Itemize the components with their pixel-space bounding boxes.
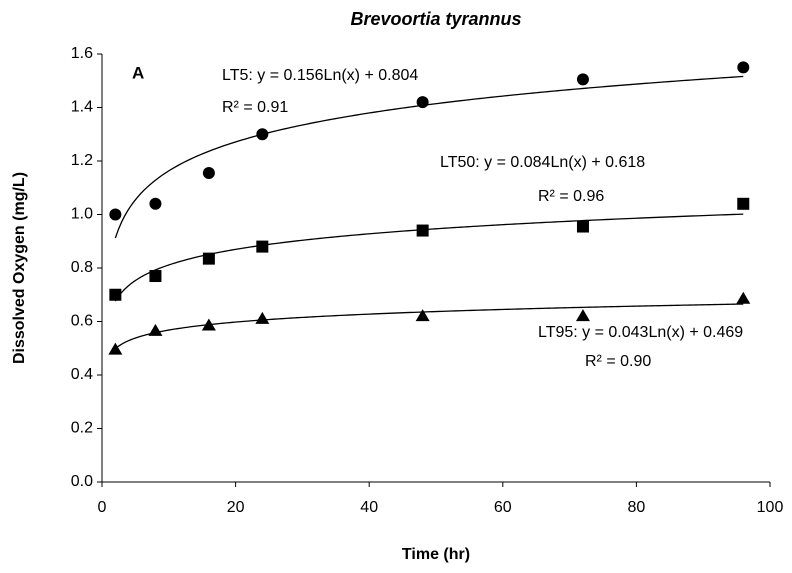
data-point	[109, 288, 122, 301]
y-tick-label: 1.6	[71, 45, 93, 62]
data-point	[108, 342, 123, 355]
data-point	[415, 309, 430, 322]
trend-line	[114, 213, 744, 302]
r-squared: R² = 0.90	[585, 353, 651, 370]
data-point	[202, 252, 215, 265]
data-point	[201, 318, 216, 331]
x-tick-label: 0	[98, 499, 107, 516]
data-point	[149, 197, 162, 210]
y-tick-label: 0.6	[71, 313, 93, 330]
y-axis-label: Dissolved Oxygen (mg/L)	[11, 172, 28, 364]
data-point	[109, 208, 122, 221]
x-tick-label: 40	[360, 499, 378, 516]
data-point	[576, 220, 589, 233]
y-tick-label: 0.2	[71, 420, 93, 437]
data-point	[202, 167, 215, 180]
panel-label: A	[132, 63, 144, 82]
data-point	[255, 311, 270, 324]
data-point	[256, 128, 269, 141]
x-tick-label: 100	[757, 499, 784, 516]
trend-line	[114, 75, 744, 239]
data-point	[416, 224, 429, 237]
x-tick-label: 80	[628, 499, 646, 516]
y-tick-label: 0.8	[71, 259, 93, 276]
trend-line	[114, 303, 744, 350]
data-point	[737, 61, 750, 74]
data-point	[416, 96, 429, 109]
x-tick-label: 20	[227, 499, 245, 516]
data-point	[148, 323, 163, 336]
data-point	[149, 270, 162, 283]
data-point	[736, 291, 751, 304]
trend-equation: LT5: y = 0.156Ln(x) + 0.804	[222, 67, 418, 84]
r-squared: R² = 0.96	[538, 188, 604, 205]
data-point	[256, 240, 269, 253]
trend-equation: LT50: y = 0.084Ln(x) + 0.618	[440, 154, 645, 171]
y-tick-label: 1.2	[71, 152, 93, 169]
y-tick-label: 0.4	[71, 366, 93, 383]
trend-equation: LT95: y = 0.043Ln(x) + 0.469	[538, 324, 743, 341]
data-point	[576, 73, 589, 86]
x-axis-label: Time (hr)	[402, 546, 470, 563]
data-point	[575, 309, 590, 322]
y-tick-label: 0.0	[71, 473, 93, 490]
data-point	[737, 197, 750, 210]
chart-title: Brevoortia tyrannus	[350, 9, 521, 29]
x-tick-label: 60	[494, 499, 512, 516]
y-tick-label: 1.4	[71, 99, 93, 116]
y-tick-label: 1.0	[71, 206, 93, 223]
r-squared: R² = 0.91	[222, 99, 288, 116]
